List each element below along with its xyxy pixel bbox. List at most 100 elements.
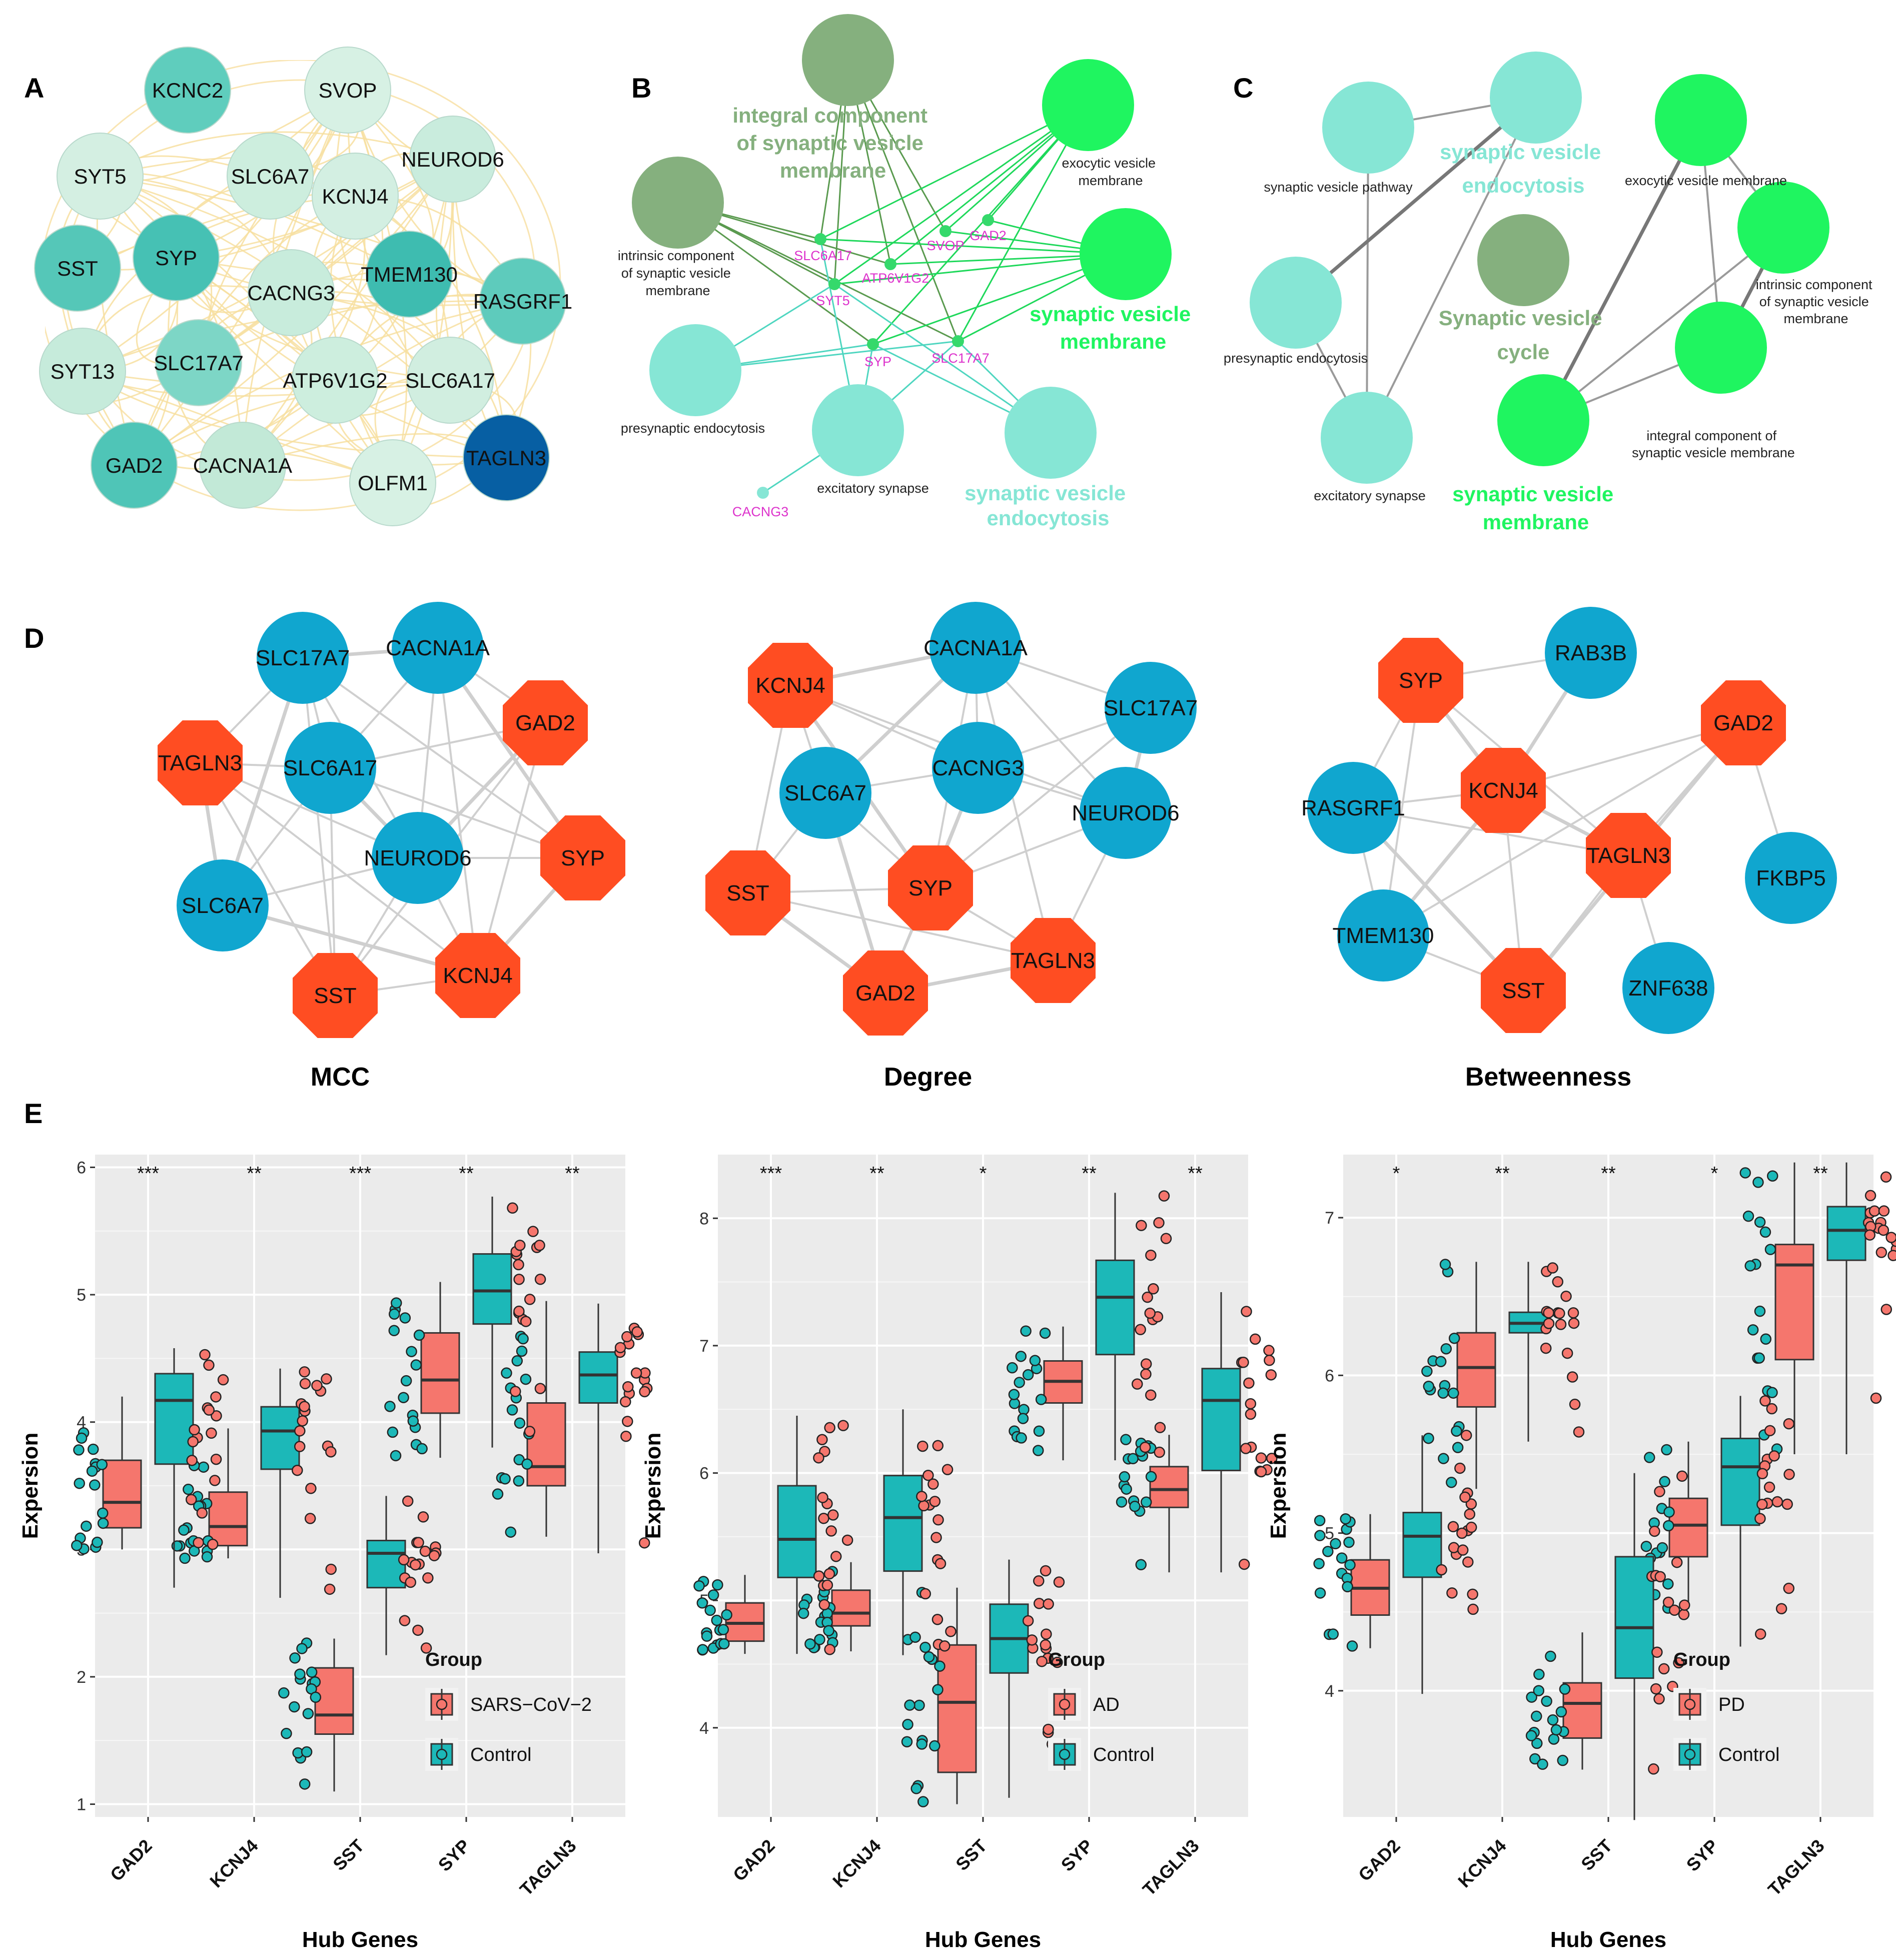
legend-label: SARS−CoV−2 bbox=[470, 1694, 592, 1715]
hub-node-syp bbox=[540, 815, 625, 900]
sample-point bbox=[1543, 1318, 1555, 1329]
sample-point bbox=[916, 1491, 927, 1502]
hub-node-neurod6 bbox=[372, 812, 464, 904]
sample-point bbox=[1245, 1398, 1257, 1410]
box-sars−cov−2 bbox=[526, 1402, 566, 1487]
sample-point bbox=[1747, 1324, 1759, 1336]
title-betweenness: Betweenness bbox=[1465, 1063, 1631, 1092]
hub-node-label: GAD2 bbox=[515, 711, 575, 735]
hub-node-gad2 bbox=[1701, 680, 1786, 765]
ppi-node-slc17a7 bbox=[155, 319, 242, 406]
sample-point bbox=[1771, 1496, 1783, 1508]
sample-point bbox=[534, 1240, 545, 1251]
sample-point bbox=[1120, 1434, 1132, 1445]
gene-node-svop bbox=[939, 225, 952, 237]
y-tick-label: 4 bbox=[1325, 1682, 1334, 1701]
sample-point bbox=[206, 1427, 217, 1439]
sample-point bbox=[1870, 1392, 1882, 1404]
significance-mark: ** bbox=[1495, 1163, 1510, 1184]
sample-point bbox=[1467, 1603, 1479, 1615]
hub-edge bbox=[929, 707, 1152, 889]
sample-point bbox=[1015, 1351, 1027, 1362]
ppi-edge bbox=[82, 90, 349, 372]
sample-point bbox=[76, 1432, 88, 1444]
sample-point bbox=[909, 1631, 921, 1643]
box-control bbox=[1095, 1259, 1135, 1356]
sample-point bbox=[299, 1778, 311, 1790]
ppi-node-label: SLC6A7 bbox=[231, 165, 309, 188]
go-edge bbox=[834, 104, 1089, 285]
box-pd bbox=[1456, 1332, 1496, 1408]
sample-point bbox=[1555, 1706, 1567, 1718]
sample-point bbox=[1265, 1369, 1277, 1381]
sample-point bbox=[73, 1444, 85, 1456]
x-axis-title: Hub Genes bbox=[925, 1927, 1041, 1952]
sample-point bbox=[1525, 1730, 1537, 1741]
ppi-node-tmem130 bbox=[366, 231, 453, 318]
hub-edge bbox=[437, 647, 479, 976]
sample-point bbox=[1036, 1655, 1048, 1667]
hub-node-label: SST bbox=[726, 881, 769, 905]
sample-point bbox=[1566, 1371, 1578, 1383]
sample-point bbox=[1662, 1578, 1674, 1590]
sample-point bbox=[1052, 1656, 1063, 1668]
sample-point bbox=[1759, 1395, 1771, 1407]
x-axis-title: Hub Genes bbox=[1550, 1927, 1666, 1952]
box-sars−cov−2 bbox=[208, 1491, 248, 1547]
sample-point bbox=[1245, 1408, 1257, 1420]
sample-point bbox=[1760, 1333, 1772, 1345]
box-pd bbox=[1562, 1682, 1602, 1739]
go-edge bbox=[677, 202, 959, 342]
sample-point bbox=[1877, 1224, 1889, 1236]
hub-node-label: KCNJ4 bbox=[1468, 778, 1538, 803]
sample-point bbox=[1448, 1542, 1460, 1553]
sample-point bbox=[390, 1450, 402, 1462]
sample-point bbox=[1763, 1481, 1775, 1493]
label-exocytic-vesicle-membrane: exocytic vesicle membrane bbox=[1625, 173, 1787, 188]
sample-point bbox=[1533, 1685, 1545, 1696]
legend-label: Control bbox=[1718, 1744, 1780, 1765]
title-degree: Degree bbox=[884, 1063, 972, 1092]
ppi-node-atp6v1g2 bbox=[292, 337, 379, 424]
y-tick-label: 1 bbox=[77, 1795, 86, 1814]
sample-point bbox=[417, 1511, 429, 1523]
sample-point bbox=[1552, 1276, 1564, 1288]
ppi-node-label: KCNJ4 bbox=[322, 185, 388, 208]
sample-point bbox=[517, 1333, 529, 1345]
hub-node-label: SYP bbox=[908, 876, 953, 900]
significance-mark: *** bbox=[349, 1163, 372, 1184]
sample-point bbox=[945, 1626, 957, 1637]
sample-point bbox=[1557, 1754, 1569, 1766]
sample-point bbox=[1145, 1389, 1157, 1401]
sample-point bbox=[387, 1426, 399, 1438]
sample-point bbox=[1465, 1498, 1477, 1510]
ppi-node-label: TAGLN3 bbox=[466, 446, 546, 470]
sample-point bbox=[506, 1404, 518, 1416]
box-control bbox=[154, 1373, 194, 1465]
sample-point bbox=[1043, 1723, 1054, 1735]
sample-point bbox=[1454, 1462, 1466, 1474]
sample-point bbox=[932, 1514, 944, 1526]
hub-node-label: SLC17A7 bbox=[1104, 696, 1198, 720]
box-control bbox=[366, 1539, 406, 1589]
sample-point bbox=[1766, 1403, 1778, 1415]
sample-point bbox=[1243, 1377, 1255, 1389]
sample-point bbox=[930, 1532, 942, 1543]
sample-point bbox=[622, 1416, 633, 1427]
sample-point bbox=[1783, 1418, 1795, 1430]
box-control bbox=[472, 1253, 512, 1325]
ppi-node-kcnc2 bbox=[144, 47, 231, 134]
sample-point bbox=[1671, 1556, 1683, 1568]
gene-label: SLC6A17 bbox=[794, 248, 852, 263]
gene-label: GAD2 bbox=[970, 228, 1007, 243]
sample-point bbox=[919, 1588, 931, 1600]
sample-point bbox=[198, 1461, 210, 1473]
sample-point bbox=[1020, 1325, 1032, 1337]
sample-point bbox=[1764, 1244, 1776, 1255]
sample-point bbox=[514, 1240, 526, 1251]
sample-point bbox=[1531, 1737, 1543, 1749]
go-edge bbox=[872, 104, 1089, 345]
gene-node-syp bbox=[867, 338, 879, 350]
y-axis-title: Expersion bbox=[18, 1433, 43, 1539]
sample-point bbox=[804, 1638, 816, 1650]
